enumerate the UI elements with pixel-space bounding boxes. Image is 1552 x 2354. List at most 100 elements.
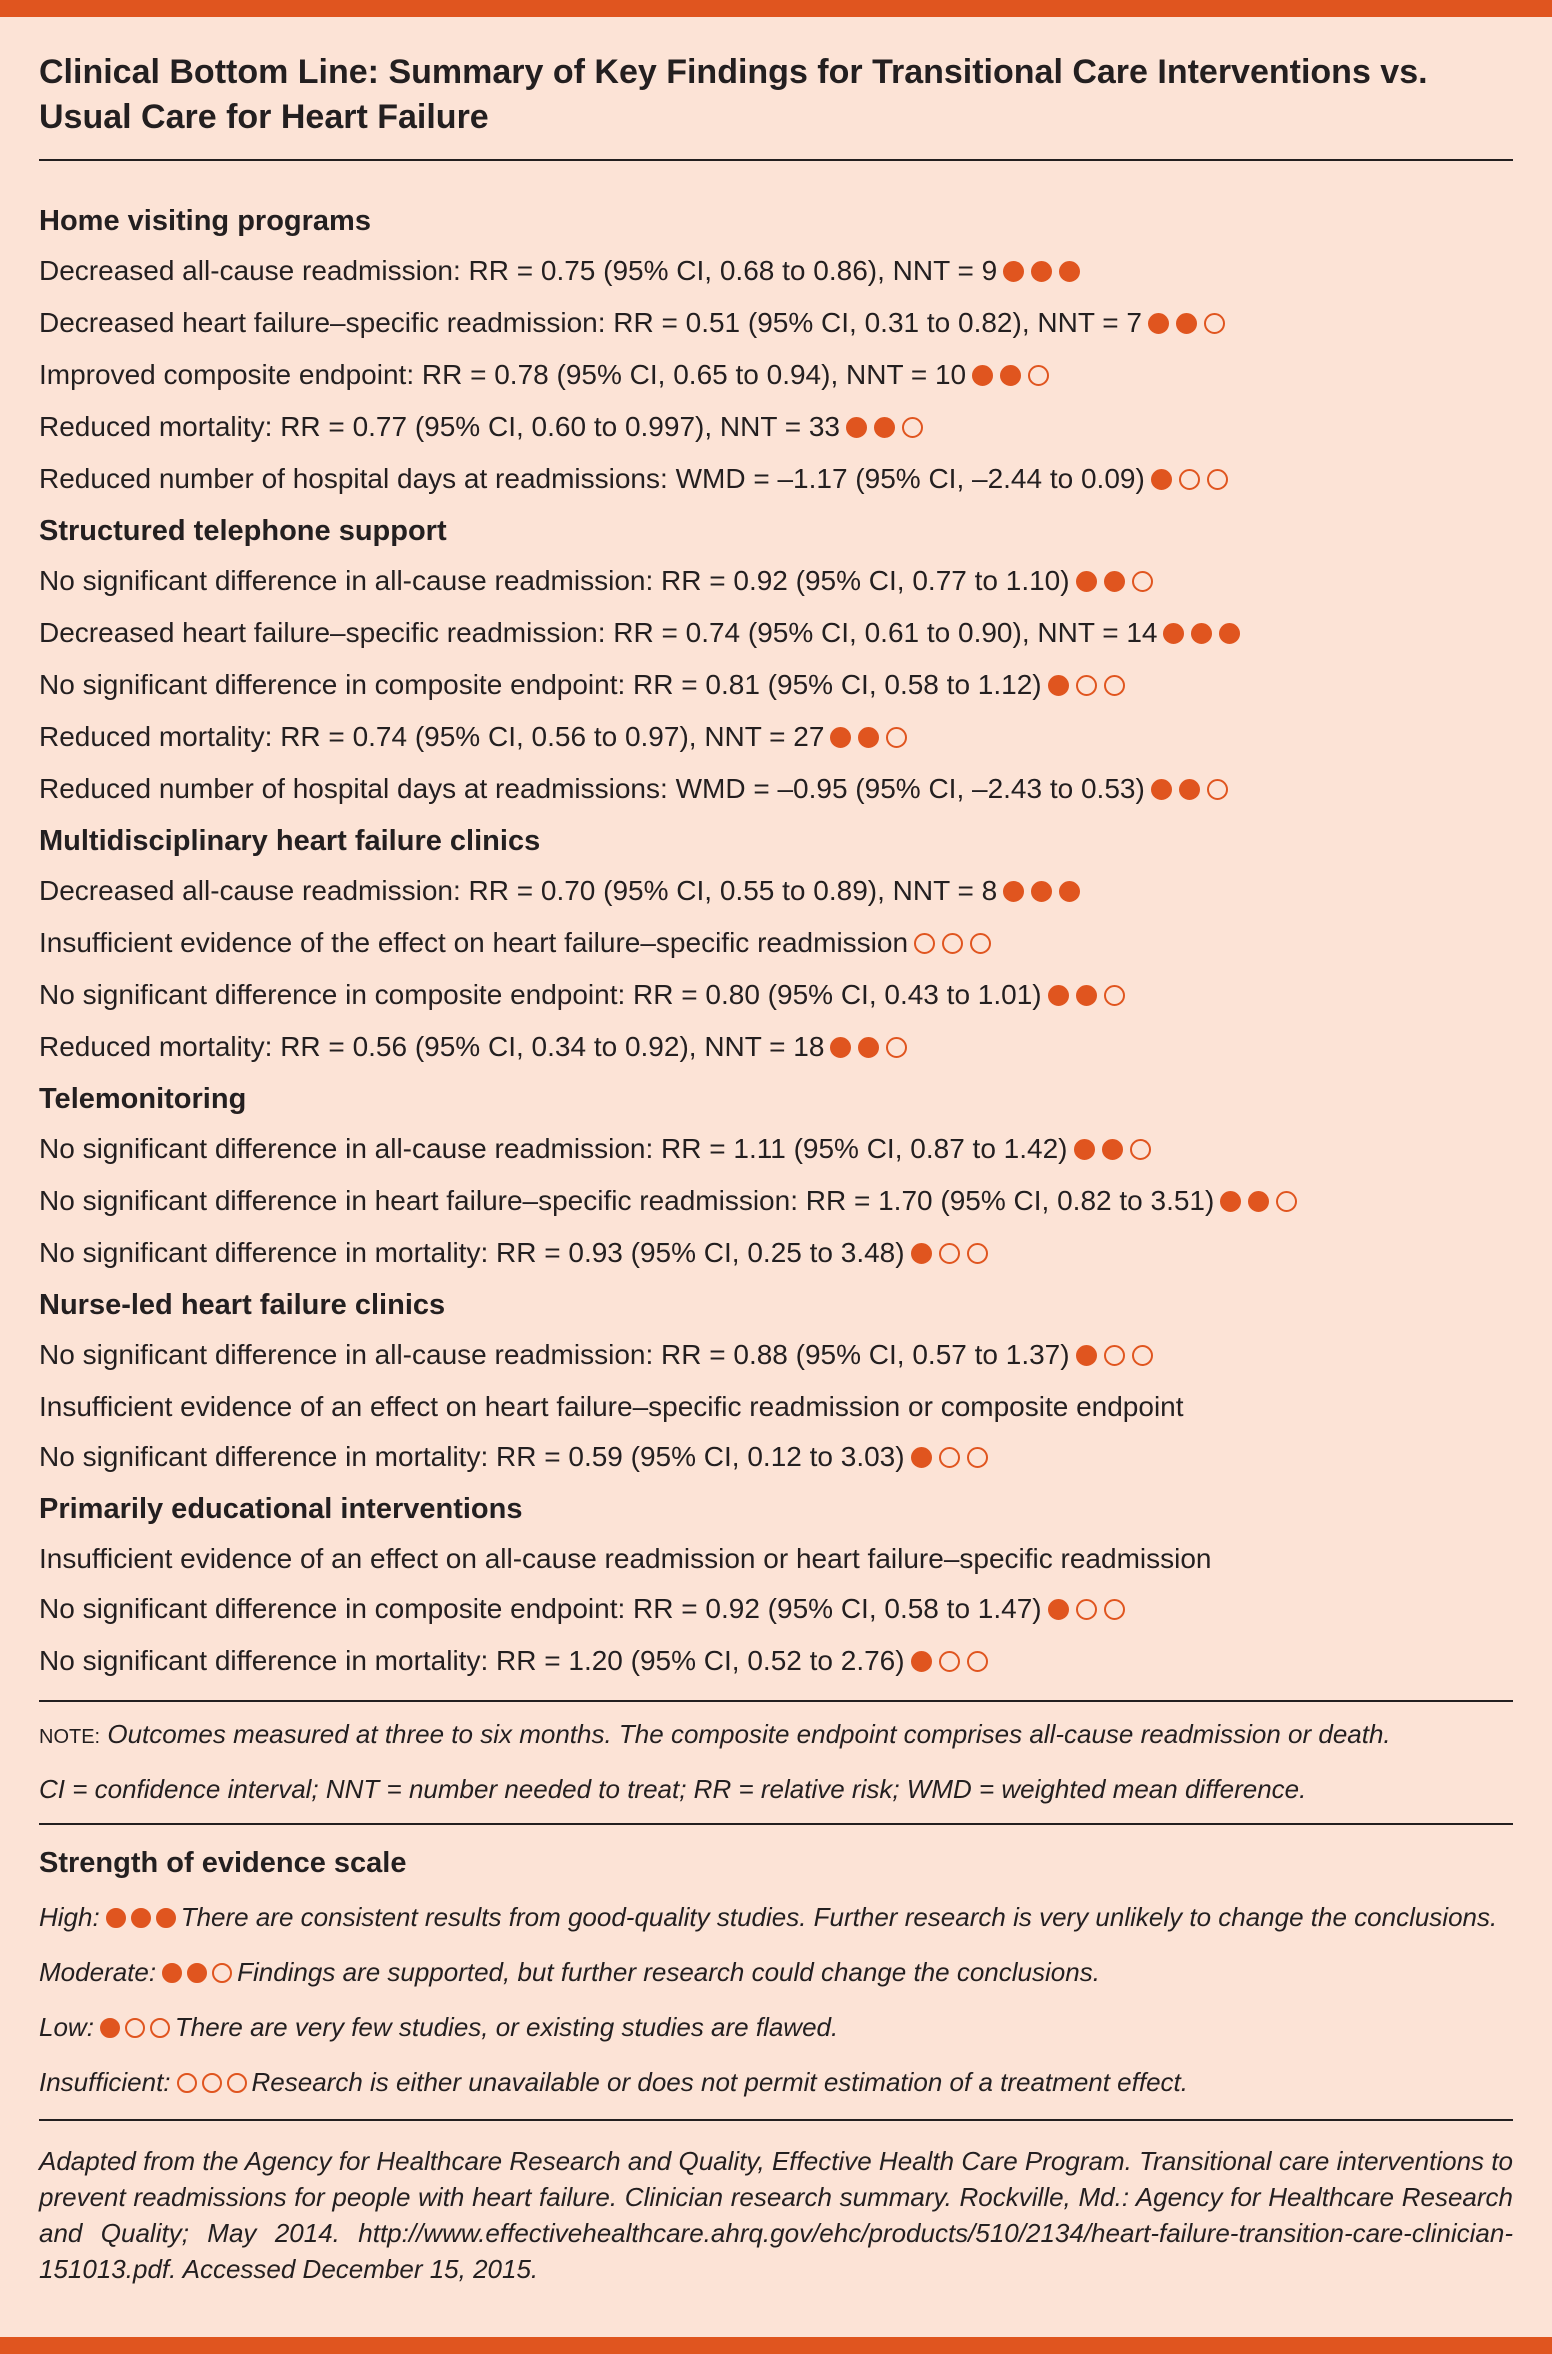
finding-text: No significant difference in composite e… [39, 979, 1042, 1010]
scale-level: Low: There are very few studies, or exist… [39, 2009, 1513, 2047]
empty-dot [1178, 469, 1200, 490]
empty-dot [1203, 313, 1225, 334]
finding-text: Insufficient evidence of an effect on al… [39, 1543, 1212, 1574]
sections: Home visiting programs Decreased all-caus… [39, 196, 1513, 1688]
filled-dot [858, 1037, 880, 1058]
filled-dot [1031, 881, 1053, 902]
filled-dot [155, 1908, 176, 1928]
abbreviations: CI = confidence interval; NNT = number n… [39, 1774, 1307, 1804]
evidence-rating [830, 1024, 914, 1074]
empty-dot [938, 1447, 960, 1468]
evidence-rating [910, 1434, 995, 1484]
rule [39, 1700, 1513, 1702]
finding-text: No significant difference in all-cause r… [39, 565, 1070, 596]
finding: Reduced mortality: RR = 0.77 (95% CI, 0.… [39, 402, 1513, 454]
filled-dot [1073, 1139, 1095, 1160]
rule [39, 2119, 1513, 2121]
filled-dot [1175, 313, 1197, 334]
finding-text: Reduced number of hospital days at readm… [39, 463, 1145, 494]
finding-text: Reduced mortality: RR = 0.56 (95% CI, 0.… [39, 1031, 825, 1062]
filled-dot [830, 1037, 852, 1058]
filled-dot [1075, 1345, 1097, 1366]
level-label: Insufficient: [39, 2067, 171, 2097]
finding: Reduced number of hospital days at readm… [39, 454, 1513, 506]
filled-dot [874, 417, 895, 438]
empty-dot [1103, 1345, 1125, 1366]
empty-dot [886, 727, 908, 748]
evidence-rating [99, 2011, 175, 2047]
empty-dot [938, 1243, 960, 1264]
empty-dot [1075, 675, 1097, 696]
empty-dot [914, 933, 936, 954]
finding-text: Decreased heart failure–specific readmis… [39, 307, 1142, 338]
evidence-rating [1150, 456, 1235, 506]
section-heading: Primarily educational interventions [39, 1493, 523, 1525]
empty-dot [212, 1963, 233, 1983]
evidence-rating [1163, 610, 1247, 660]
finding: Reduced mortality: RR = 0.56 (95% CI, 0.… [39, 1022, 1513, 1074]
filled-dot [1075, 571, 1097, 592]
evidence-rating [914, 920, 998, 970]
evidence-rating [1150, 766, 1235, 816]
finding: No significant difference in all-cause r… [39, 556, 1513, 608]
finding-text: Improved composite endpoint: RR = 0.78 (… [39, 359, 967, 390]
finding: Decreased heart failure–specific readmis… [39, 608, 1513, 660]
empty-dot [201, 2073, 222, 2093]
finding: Insufficient evidence of the effect on h… [39, 918, 1513, 970]
filled-dot [910, 1243, 932, 1264]
finding-text: No significant difference in mortality: … [39, 1441, 905, 1472]
scale-level: Moderate: Findings are supported, but fur… [39, 1954, 1513, 1992]
bottom-bar [0, 2337, 1552, 2354]
section-heading: Multidisciplinary heart failure clinics [39, 825, 541, 857]
empty-dot [1075, 1599, 1097, 1620]
finding-text: Reduced number of hospital days at readm… [39, 773, 1145, 804]
evidence-rating [1220, 1178, 1304, 1228]
filled-dot [187, 1963, 208, 1983]
empty-dot [1028, 365, 1050, 386]
filled-dot [846, 417, 867, 438]
notes: NOTE: Outcomes measured at three to six … [39, 1716, 1513, 1807]
empty-dot [966, 1447, 988, 1468]
evidence-rating [1147, 300, 1232, 350]
source: Adapted from the Agency for Healthcare R… [39, 2146, 1513, 2284]
evidence-rating [105, 1901, 181, 1937]
finding: No significant difference in heart failu… [39, 1176, 1513, 1228]
finding: No significant difference in mortality: … [39, 1228, 1513, 1280]
filled-dot [1103, 571, 1125, 592]
finding: Insufficient evidence of an effect on al… [39, 1534, 1513, 1584]
finding: Decreased all-cause readmission: RR = 0.… [39, 866, 1513, 918]
level-text: There are consistent results from good-q… [180, 1902, 1498, 1932]
top-bar [0, 0, 1552, 17]
empty-dot [1129, 1139, 1151, 1160]
scale-heading: Strength of evidence scale [39, 1847, 407, 1879]
section-heading: Telemonitoring [39, 1083, 247, 1115]
finding: Decreased heart failure–specific readmis… [39, 298, 1513, 350]
filled-dot [1150, 469, 1172, 490]
scale-level: High: There are consistent results from g… [39, 1899, 1513, 1937]
empty-dot [1103, 1599, 1125, 1620]
finding-text: No significant difference in mortality: … [39, 1237, 905, 1268]
finding-text: Decreased heart failure–specific readmis… [39, 617, 1158, 648]
evidence-rating [1003, 248, 1087, 298]
empty-dot [902, 417, 923, 438]
content: Clinical Bottom Line: Summary of Key Fin… [39, 50, 1513, 2287]
filled-dot [1059, 881, 1081, 902]
empty-dot [124, 2018, 145, 2038]
evidence-rating [1073, 1126, 1158, 1176]
filled-dot [910, 1447, 932, 1468]
filled-dot [1191, 623, 1213, 644]
evidence-rating [1003, 868, 1087, 918]
filled-dot [162, 1963, 183, 1983]
level-text: Findings are supported, but further rese… [237, 1957, 1100, 1987]
finding: No significant difference in mortality: … [39, 1636, 1513, 1688]
filled-dot [1047, 1599, 1069, 1620]
empty-dot [970, 933, 992, 954]
filled-dot [1003, 261, 1025, 282]
filled-dot [1000, 365, 1022, 386]
note-label: NOTE: [39, 1726, 101, 1748]
evidence-rating [1075, 1332, 1160, 1382]
level-label: Low: [39, 2012, 94, 2042]
finding-text: No significant difference in all-cause r… [39, 1133, 1068, 1164]
evidence-rating [1047, 972, 1132, 1022]
